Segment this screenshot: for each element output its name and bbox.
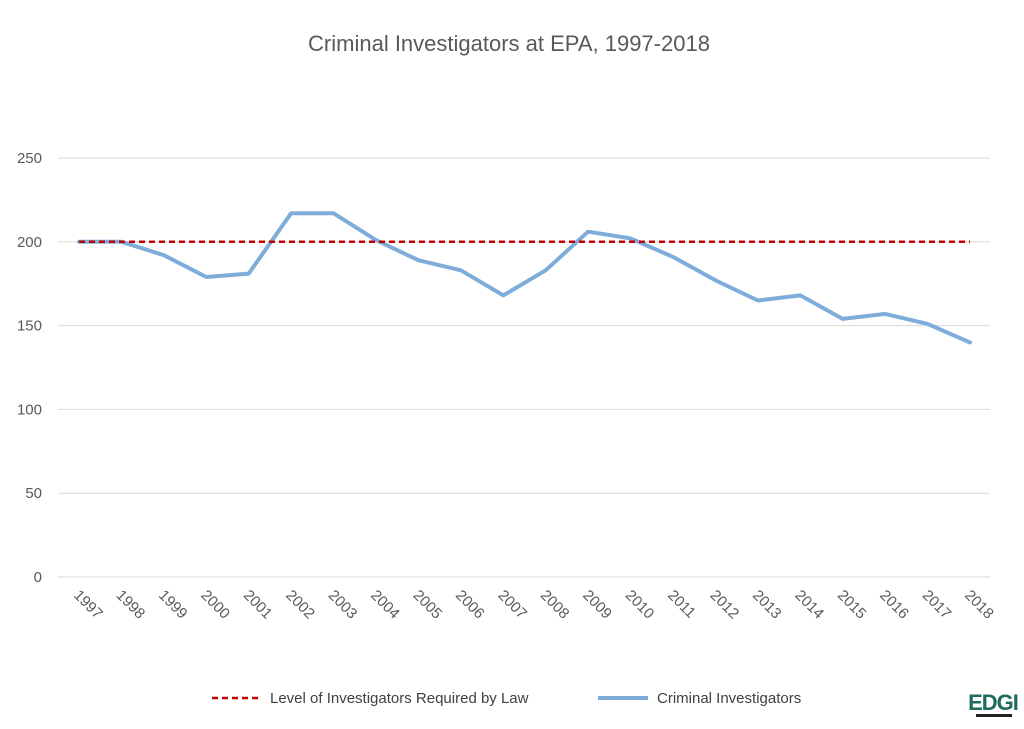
series-lines xyxy=(77,211,972,345)
gridlines xyxy=(58,157,990,578)
x-tick-label: 2003 xyxy=(325,587,361,623)
y-tick-label: 200 xyxy=(17,234,42,251)
chart-title: Criminal Investigators at EPA, 1997-2018 xyxy=(308,31,710,56)
x-tick-label: 2018 xyxy=(961,587,997,623)
x-tick-label: 2006 xyxy=(452,587,488,623)
x-tick-label: 2009 xyxy=(579,587,615,623)
edgi-logo: EDGI xyxy=(968,690,1019,717)
x-tick-label: 2017 xyxy=(919,587,955,623)
x-tick-label: 2016 xyxy=(876,587,912,623)
x-tick-label: 2000 xyxy=(197,587,233,623)
logo-underline xyxy=(976,714,1012,717)
x-axis-ticks: 1997 1998 1999 2000 2001 2002 2003 2004 2005 2006… xyxy=(70,587,997,623)
y-tick-label: 50 xyxy=(25,485,42,502)
x-tick-label: 2011 xyxy=(664,587,699,622)
legend-label: Level of Investigators Required by Law xyxy=(270,690,529,707)
y-tick-label: 100 xyxy=(17,401,42,418)
legend: Level of Investigators Required by Law Cr… xyxy=(212,690,801,707)
logo-text: EDGI xyxy=(968,690,1018,715)
y-axis-ticks: 0 50 100 150 200 250 xyxy=(17,150,42,586)
x-tick-label: 2002 xyxy=(282,587,318,623)
legend-label: Criminal Investigators xyxy=(657,690,801,707)
x-tick-label: 2012 xyxy=(707,587,743,623)
x-tick-label: 2013 xyxy=(749,587,785,623)
y-tick-label: 0 xyxy=(34,569,42,586)
criminal-investigators-line xyxy=(77,211,972,345)
x-tick-label: 2015 xyxy=(834,587,870,623)
x-tick-label: 2001 xyxy=(240,587,276,623)
y-tick-label: 250 xyxy=(17,150,42,167)
y-tick-label: 150 xyxy=(17,318,42,335)
x-tick-label: 2004 xyxy=(367,587,403,623)
x-tick-label: 2014 xyxy=(791,587,827,623)
x-tick-label: 1999 xyxy=(155,587,191,623)
x-tick-label: 2007 xyxy=(494,587,530,623)
x-tick-label: 2010 xyxy=(622,587,658,623)
x-tick-label: 1997 xyxy=(70,587,106,623)
x-tick-label: 1998 xyxy=(113,587,149,623)
x-tick-label: 2008 xyxy=(537,587,573,623)
x-tick-label: 2005 xyxy=(410,587,446,623)
